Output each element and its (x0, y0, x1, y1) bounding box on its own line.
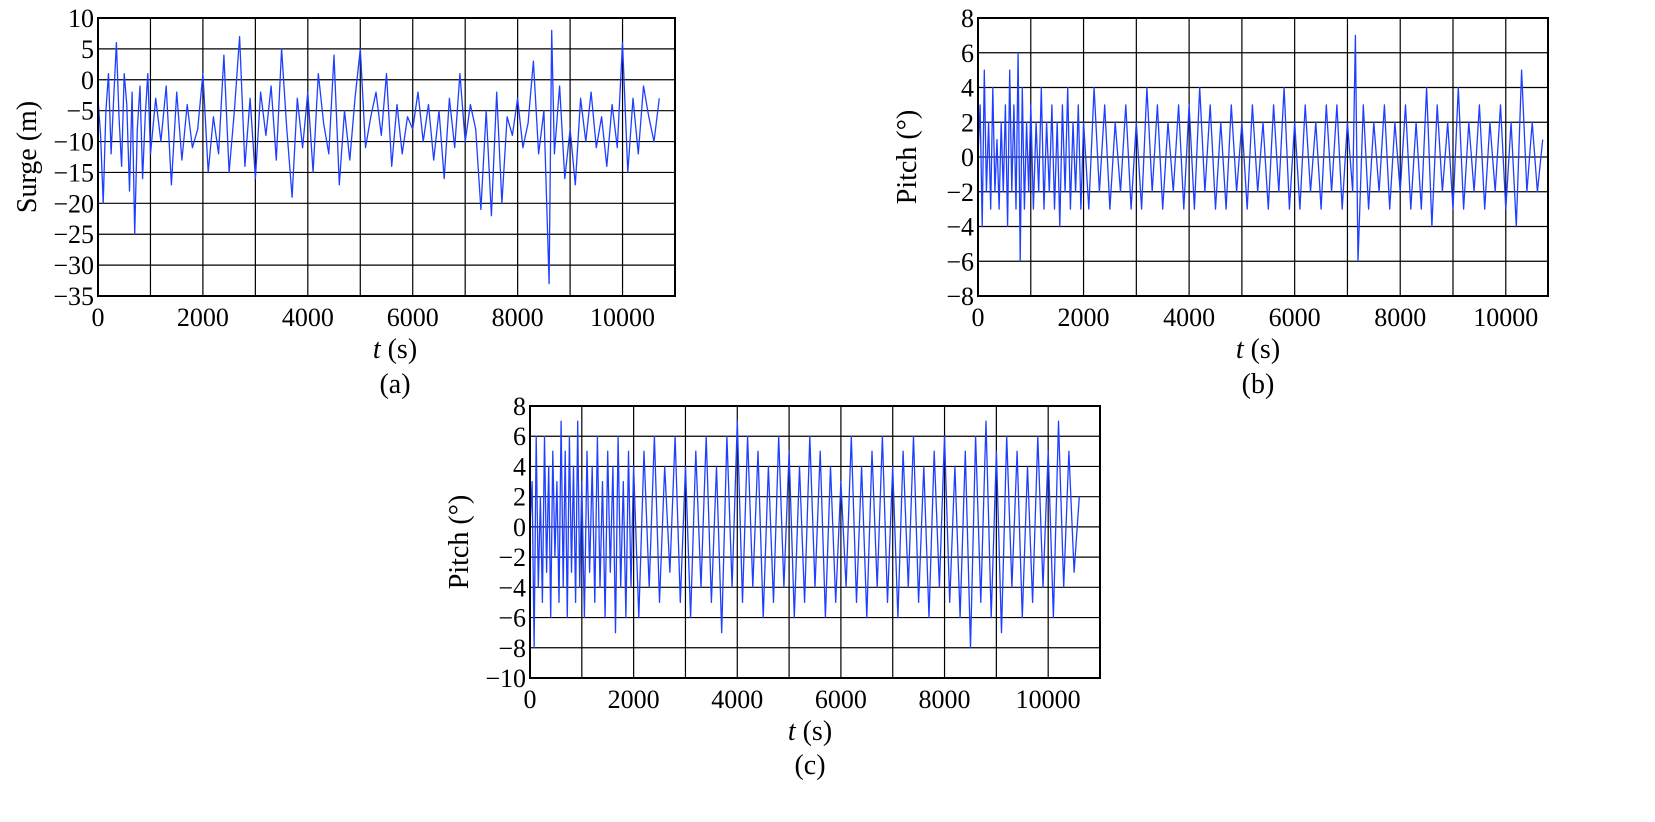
plot-frame (529, 405, 1101, 679)
x-axis-variable: t (1236, 334, 1245, 365)
y-tick-label: 4 (513, 452, 526, 481)
y-tick-label: 2 (961, 108, 974, 137)
x-tick-label: 2000 (1058, 303, 1110, 332)
panel-caption: (c) (794, 750, 825, 781)
x-tick-label: 2000 (608, 685, 660, 714)
x-axis-unit: (s) (1244, 334, 1281, 365)
y-tick-label: 6 (513, 422, 526, 451)
y-tick-label: −10 (53, 128, 94, 157)
x-tick-label: 4000 (711, 685, 763, 714)
x-axis-unit: (s) (381, 334, 418, 365)
x-tick-label: 0 (524, 685, 537, 714)
y-tick-label: −5 (66, 97, 94, 126)
y-tick-label: 8 (961, 4, 974, 33)
y-tick-label: −8 (498, 634, 526, 663)
y-tick-label: 0 (513, 513, 526, 542)
y-tick-label: −4 (498, 573, 526, 602)
x-axis-label: t (s) (788, 716, 832, 747)
x-tick-label: 0 (92, 303, 105, 332)
x-tick-label: 6000 (1269, 303, 1321, 332)
y-tick-label: −8 (946, 282, 974, 311)
y-tick-label: −2 (946, 178, 974, 207)
x-axis-unit: (s) (796, 716, 833, 747)
y-tick-label: −25 (53, 220, 94, 249)
x-tick-label: 6000 (387, 303, 439, 332)
y-tick-label: 4 (961, 74, 974, 103)
x-tick-label: 2000 (177, 303, 229, 332)
x-axis-label: t (s) (1236, 334, 1280, 365)
y-tick-label: 6 (961, 39, 974, 68)
y-tick-label: −30 (53, 251, 94, 280)
x-axis-variable: t (788, 716, 797, 747)
y-tick-label: −6 (946, 247, 974, 276)
x-tick-label: 0 (972, 303, 985, 332)
y-axis-label: Pitch (°) (892, 110, 923, 204)
y-axis-label: Pitch (°) (444, 495, 475, 589)
x-tick-label: 4000 (282, 303, 334, 332)
y-axis-label: Surge (m) (12, 101, 43, 213)
x-axis-label: t (s) (373, 334, 417, 365)
x-tick-label: 10000 (1016, 685, 1081, 714)
y-tick-label: 0 (961, 143, 974, 172)
y-tick-label: −15 (53, 158, 94, 187)
y-tick-label: −20 (53, 189, 94, 218)
x-tick-label: 8000 (919, 685, 971, 714)
panel-a: 0 2000 4000 6000 8000 100001050−5−10−15−20−25… (12, 4, 676, 400)
x-tick-label: 10000 (590, 303, 655, 332)
y-tick-label: 2 (513, 483, 526, 512)
x-tick-label: 8000 (1374, 303, 1426, 332)
x-tick-label: 10000 (1473, 303, 1538, 332)
panel-c: 0 2000 4000 6000 8000 1000086420−2−4−6−8−10t … (444, 392, 1101, 781)
x-tick-label: 4000 (1163, 303, 1215, 332)
panel-caption: (a) (379, 369, 410, 400)
y-tick-label: −10 (485, 664, 526, 693)
y-tick-label: 5 (81, 35, 94, 64)
y-tick-label: −35 (53, 282, 94, 311)
y-tick-label: 10 (68, 4, 94, 33)
series-line (97, 29, 660, 285)
panel-b: 0 2000 4000 6000 8000 10000 8 6 4 2 0 −2 −4 −6 −8 t (s)… (892, 4, 1549, 400)
y-tick-label: −6 (498, 604, 526, 633)
plot-frame (977, 17, 1549, 297)
series-line (977, 34, 1544, 262)
x-tick-label: 6000 (815, 685, 867, 714)
x-axis-variable: t (373, 334, 382, 365)
y-tick-label: 8 (513, 392, 526, 421)
y-tick-label: −4 (946, 213, 974, 242)
series-line (529, 420, 1080, 649)
x-tick-label: 8000 (492, 303, 544, 332)
y-tick-label: 0 (81, 66, 94, 95)
panel-caption: (b) (1242, 369, 1275, 400)
y-tick-label: −2 (498, 543, 526, 572)
plot-frame (97, 17, 676, 297)
